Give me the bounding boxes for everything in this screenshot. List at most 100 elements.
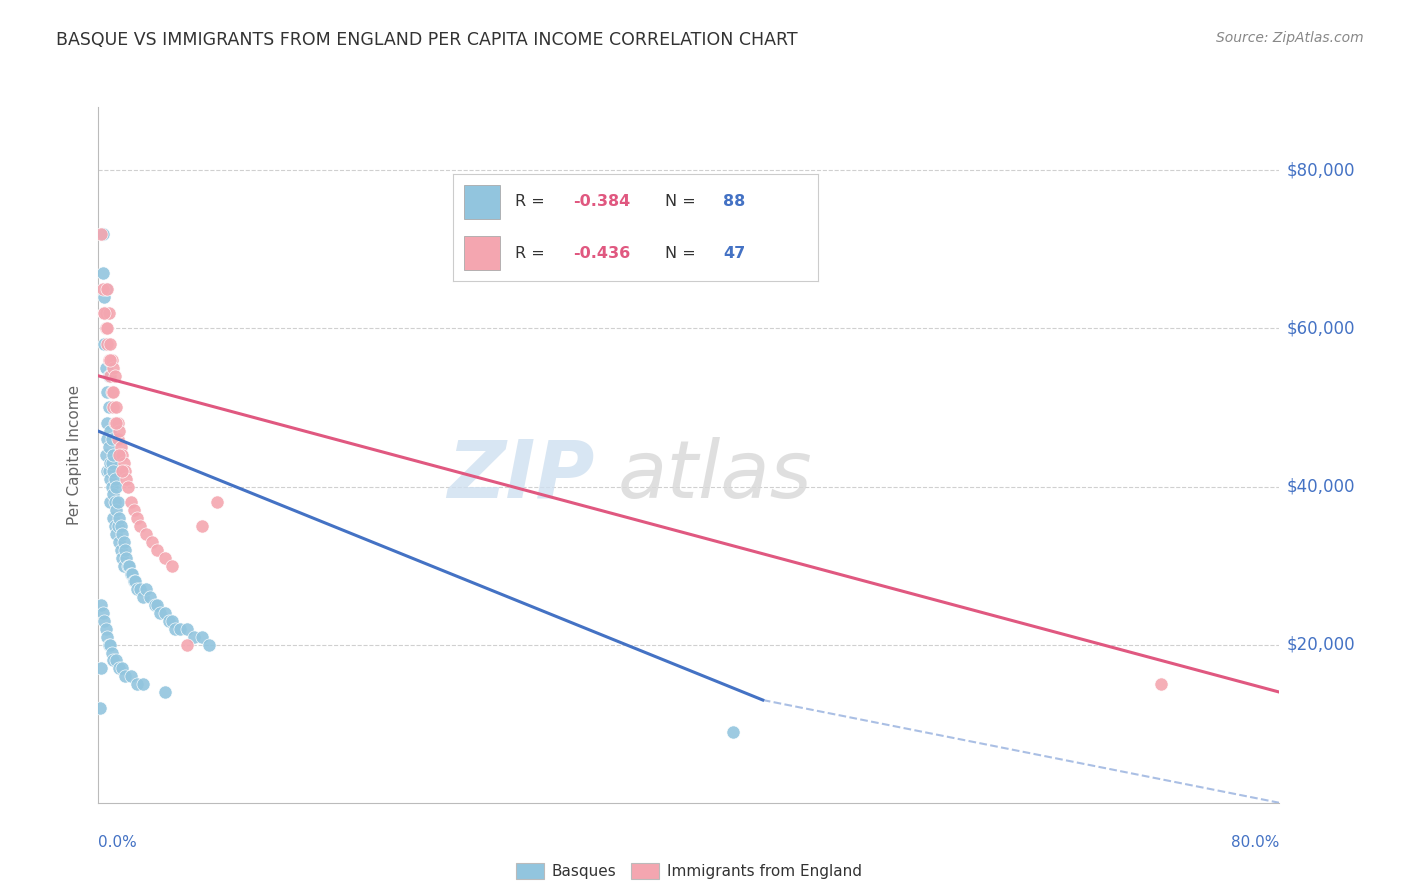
Point: [191, 630, 214, 644]
Point: [205, 495, 228, 509]
Text: 0.0%: 0.0%: [98, 836, 138, 850]
Point: [96, 282, 118, 296]
Point: [112, 456, 135, 470]
Point: [94, 305, 117, 319]
Legend: Basques, Immigrants from England: Basques, Immigrants from England: [510, 856, 868, 886]
Point: [96, 432, 118, 446]
Point: [97, 464, 120, 478]
Point: [125, 511, 148, 525]
Point: [143, 598, 166, 612]
Point: [105, 479, 128, 493]
Point: [91, 266, 114, 280]
Point: [110, 542, 132, 557]
Point: [132, 677, 155, 691]
Point: [96, 321, 118, 335]
Text: BASQUE VS IMMIGRANTS FROM ENGLAND PER CAPITA INCOME CORRELATION CHART: BASQUE VS IMMIGRANTS FROM ENGLAND PER CA…: [56, 31, 797, 49]
Point: [93, 305, 115, 319]
Point: [93, 305, 115, 319]
Point: [157, 614, 180, 628]
Point: [103, 653, 125, 667]
Point: [191, 519, 214, 533]
Point: [153, 550, 176, 565]
Point: [162, 558, 183, 573]
Point: [108, 661, 131, 675]
Point: [128, 582, 150, 597]
Point: [105, 527, 128, 541]
Point: [103, 384, 125, 399]
Point: [107, 432, 129, 446]
Point: [153, 606, 176, 620]
Point: [128, 519, 150, 533]
Point: [121, 566, 143, 581]
Point: [103, 487, 125, 501]
Point: [108, 511, 131, 525]
Point: [111, 550, 134, 565]
Point: [103, 401, 125, 415]
Point: [104, 495, 127, 509]
Point: [108, 448, 131, 462]
Text: -0.384: -0.384: [574, 194, 631, 210]
Point: [176, 622, 198, 636]
Point: [96, 464, 118, 478]
Point: [183, 630, 205, 644]
Point: [124, 574, 146, 589]
Text: N =: N =: [665, 194, 700, 210]
Point: [90, 661, 112, 675]
Text: $80,000: $80,000: [1286, 161, 1355, 179]
Text: R =: R =: [515, 194, 550, 210]
FancyBboxPatch shape: [464, 236, 501, 270]
Text: ZIP: ZIP: [447, 437, 595, 515]
Point: [111, 464, 134, 478]
Point: [118, 558, 141, 573]
Point: [103, 448, 125, 462]
Point: [105, 417, 128, 431]
Point: [105, 653, 128, 667]
FancyBboxPatch shape: [464, 185, 501, 219]
Point: [120, 669, 142, 683]
Point: [146, 542, 169, 557]
Point: [115, 472, 138, 486]
Point: [176, 638, 198, 652]
Point: [114, 464, 136, 478]
Text: Source: ZipAtlas.com: Source: ZipAtlas.com: [1216, 31, 1364, 45]
Point: [162, 614, 183, 628]
Point: [96, 417, 118, 431]
Point: [96, 630, 118, 644]
Point: [93, 614, 115, 628]
Point: [122, 503, 145, 517]
Point: [153, 685, 176, 699]
Point: [90, 598, 112, 612]
Point: [117, 479, 139, 493]
Text: R =: R =: [515, 245, 550, 260]
Point: [108, 535, 131, 549]
Point: [100, 432, 122, 446]
Point: [198, 638, 221, 652]
Point: [98, 495, 121, 509]
Point: [91, 606, 114, 620]
Point: [125, 582, 148, 597]
Text: $40,000: $40,000: [1286, 477, 1355, 496]
Point: [111, 448, 134, 462]
Point: [98, 353, 121, 368]
Point: [97, 638, 120, 652]
Point: [146, 598, 169, 612]
Point: [105, 503, 128, 517]
Point: [103, 361, 125, 376]
Point: [104, 519, 127, 533]
Point: [165, 622, 187, 636]
Point: [135, 582, 157, 597]
Point: [97, 440, 120, 454]
Point: [97, 353, 120, 368]
Point: [111, 661, 134, 675]
Point: [107, 417, 129, 431]
Point: [104, 472, 127, 486]
Point: [97, 368, 120, 383]
Point: [107, 495, 129, 509]
Point: [100, 353, 122, 368]
Point: [94, 448, 117, 462]
Point: [91, 282, 114, 296]
Point: [90, 227, 112, 241]
Point: [97, 401, 120, 415]
Point: [98, 337, 121, 351]
Point: [122, 574, 145, 589]
